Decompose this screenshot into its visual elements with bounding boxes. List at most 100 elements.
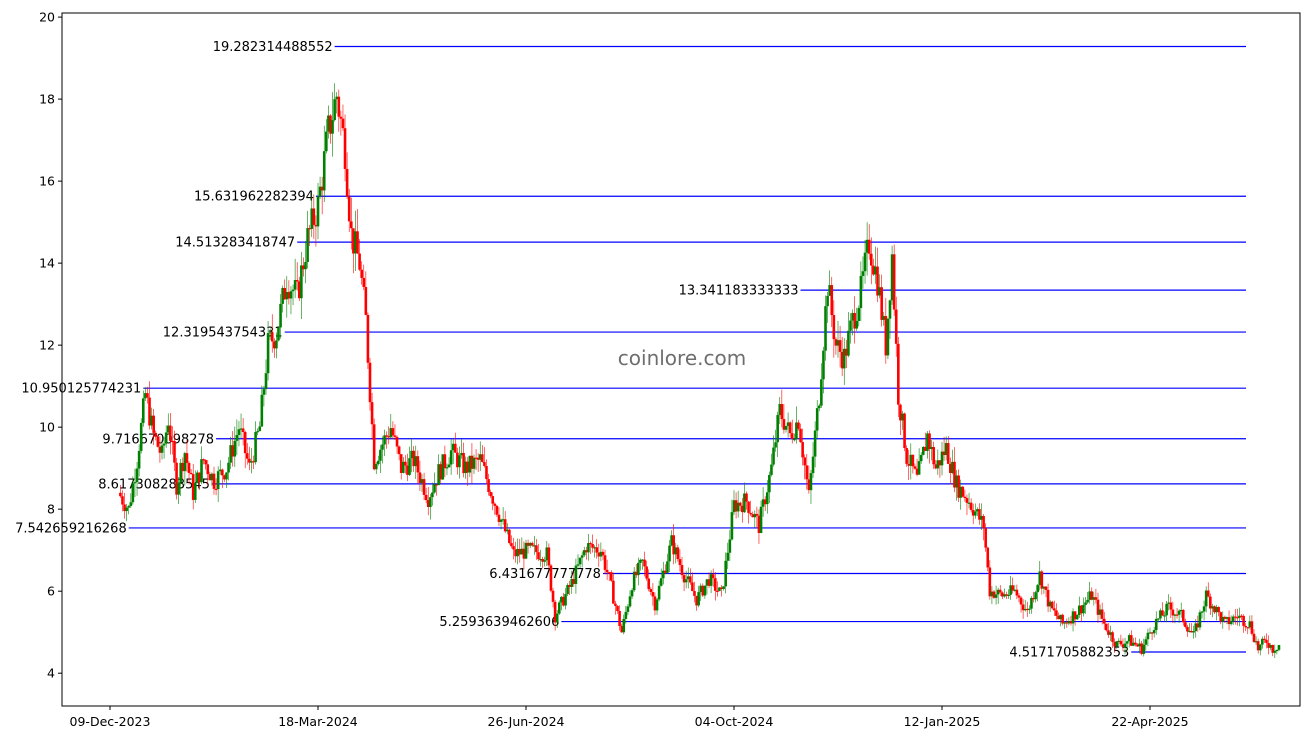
candle-body [649, 589, 653, 593]
candle-body [279, 303, 282, 328]
candle-body [580, 555, 584, 558]
candle-body [445, 467, 449, 469]
candle-body [1123, 643, 1127, 647]
candle-body [478, 454, 482, 460]
level-4: 13.341183333333 [679, 284, 1246, 299]
candle-body [543, 560, 547, 562]
candle-body [260, 394, 264, 427]
candle-body [441, 454, 445, 480]
candle-body [1098, 609, 1102, 615]
candle-body [1252, 633, 1256, 642]
candle-body [229, 445, 232, 463]
candle-body [377, 460, 380, 465]
candle-body [283, 287, 287, 300]
candle-body [422, 479, 426, 495]
candle-body [589, 543, 592, 545]
candle-body [424, 494, 428, 501]
candle-body [202, 459, 205, 461]
candle-body [210, 473, 214, 481]
candle-body [994, 594, 998, 598]
candle-body [965, 498, 969, 503]
candle-body [1009, 585, 1012, 595]
candle-body [932, 446, 935, 465]
candle-body [537, 552, 540, 560]
candle-body [443, 454, 447, 469]
candle-body [1019, 597, 1023, 605]
level-label: 14.513283418747 [175, 236, 295, 251]
candle-body [1179, 609, 1183, 612]
candle-body [1171, 609, 1175, 616]
candle-body [1236, 617, 1239, 619]
candle-body [840, 351, 844, 369]
x-tick-label: 26-Jun-2024 [488, 714, 565, 729]
candle-body [978, 509, 981, 520]
candle-body [886, 318, 890, 356]
candle-body [959, 486, 963, 498]
candle-body [703, 585, 707, 596]
level-1: 19.282314488552 [213, 40, 1246, 55]
candle-body [1134, 642, 1137, 645]
candle-body [763, 499, 767, 505]
candle-body [493, 503, 497, 506]
candle-body [716, 590, 719, 593]
candle-body [287, 292, 291, 299]
candle-body [555, 613, 559, 623]
candle-body [481, 454, 484, 462]
candle-body [1244, 625, 1247, 628]
candle-body [462, 452, 465, 474]
candle-body [198, 472, 201, 483]
candle-body [385, 435, 388, 437]
candle-body [1105, 623, 1108, 631]
candle-body [780, 404, 784, 420]
candle-body [1030, 597, 1033, 609]
candle-body [464, 461, 467, 474]
candle-body [1254, 641, 1258, 643]
candle-body [119, 492, 122, 497]
candle-body [156, 436, 160, 447]
candle-body [838, 340, 842, 352]
candle-body [549, 565, 553, 591]
candle-body [254, 431, 257, 463]
candle-body [1132, 642, 1135, 646]
candle-body [331, 120, 334, 134]
candle-body [412, 450, 415, 467]
candle-body [878, 287, 881, 296]
candle-body [1017, 595, 1021, 598]
candle-body [732, 500, 736, 513]
candle-body [653, 596, 657, 611]
candle-body [208, 474, 212, 481]
candle-body [849, 320, 852, 331]
candle-body [252, 461, 255, 463]
candle-body [919, 454, 923, 462]
candle-body [645, 566, 648, 579]
candle-body [1048, 601, 1052, 607]
x-tick-label: 04-Oct-2024 [695, 714, 774, 729]
candle-body [765, 492, 769, 505]
candle-body [291, 289, 295, 292]
candle-body [913, 466, 917, 469]
candle-body [437, 464, 440, 486]
level-2: 15.631962282394 [194, 190, 1246, 205]
candle-body [1109, 632, 1112, 635]
candle-body [772, 447, 775, 465]
candle-body [595, 547, 599, 553]
candle-body [897, 343, 900, 405]
candle-body [1169, 602, 1173, 610]
candle-body [826, 295, 829, 307]
candle-body [564, 594, 567, 606]
candle-body [1202, 606, 1206, 612]
candle-body [836, 340, 840, 346]
candle-body [416, 456, 420, 473]
candle-body [406, 465, 409, 475]
candle-body [949, 463, 952, 473]
candle-body [607, 572, 611, 574]
candle-body [903, 413, 906, 448]
candle-body [410, 450, 413, 459]
candle-body [1090, 591, 1094, 600]
candle-body [1261, 638, 1264, 645]
candle-body [578, 557, 582, 565]
candle-body [1177, 610, 1181, 615]
candle-body [637, 562, 640, 576]
candle-body [1065, 622, 1069, 624]
candle-body [129, 502, 133, 507]
